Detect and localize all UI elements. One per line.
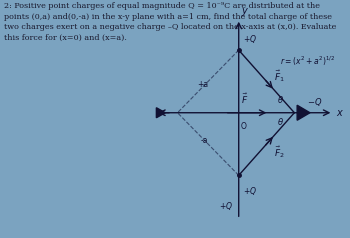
Text: $\vec{F}_1$: $\vec{F}_1$ [274, 68, 285, 84]
Text: $\vec{F}_2$: $\vec{F}_2$ [274, 144, 285, 160]
Text: +a: +a [197, 80, 208, 89]
Text: $+Q$: $+Q$ [219, 200, 233, 212]
Text: y: y [241, 6, 247, 16]
Text: O: O [241, 122, 247, 131]
Text: 2: Positive point charges of equal magnitude Q = 10⁻⁹C are distributed at the
po: 2: Positive point charges of equal magni… [4, 2, 336, 41]
Text: $\theta$: $\theta$ [277, 116, 284, 127]
Text: -a: -a [201, 136, 208, 145]
Text: $+Q$: $+Q$ [243, 185, 257, 197]
Text: $r=(x^2+a^2)^{1/2}$: $r=(x^2+a^2)^{1/2}$ [280, 54, 336, 68]
Polygon shape [156, 108, 165, 118]
Polygon shape [297, 105, 310, 120]
Text: $-Q$: $-Q$ [307, 96, 322, 108]
Text: $\vec{F}$: $\vec{F}$ [241, 92, 248, 106]
Text: $+Q$: $+Q$ [243, 33, 257, 45]
Text: $\theta$: $\theta$ [277, 94, 284, 105]
Text: x: x [336, 108, 342, 118]
